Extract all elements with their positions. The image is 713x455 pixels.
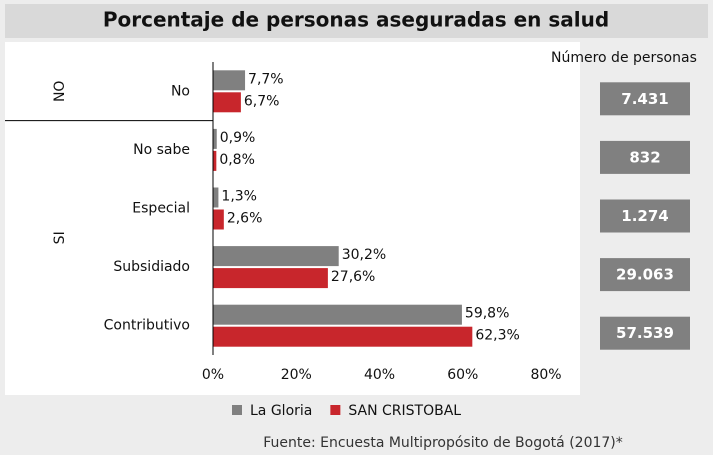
value-label: 59,8% bbox=[465, 306, 509, 322]
group-label: NO bbox=[52, 81, 68, 103]
legend-label: SAN CRISTOBAL bbox=[348, 403, 461, 419]
y-tick-label: No bbox=[171, 83, 190, 99]
bar bbox=[213, 326, 473, 347]
persons-box bbox=[600, 316, 690, 350]
value-label: 30,2% bbox=[342, 247, 386, 263]
persons-title: Número de personas bbox=[551, 50, 697, 66]
bar bbox=[213, 268, 328, 289]
bar bbox=[213, 187, 219, 208]
persons-box bbox=[600, 140, 690, 174]
x-tick-label: 80% bbox=[530, 367, 561, 383]
bar bbox=[213, 150, 217, 171]
group-label: SI bbox=[52, 231, 68, 244]
chart-title: Porcentaje de personas aseguradas en sal… bbox=[103, 8, 609, 32]
persons-value: 832 bbox=[629, 148, 660, 166]
legend-label: La Gloria bbox=[250, 403, 312, 419]
value-label: 2,6% bbox=[227, 211, 263, 227]
bar bbox=[213, 246, 339, 267]
persons-value: 57.539 bbox=[616, 324, 674, 342]
bar bbox=[213, 92, 241, 113]
bar bbox=[213, 304, 462, 325]
value-label: 7,7% bbox=[248, 71, 284, 87]
x-tick-label: 60% bbox=[447, 367, 478, 383]
title-band bbox=[5, 4, 708, 38]
y-tick-label: No sabe bbox=[133, 142, 190, 158]
persons-value: 1.274 bbox=[621, 207, 668, 225]
bar bbox=[213, 128, 217, 149]
persons-value: 7.431 bbox=[621, 90, 668, 108]
value-label: 6,7% bbox=[244, 93, 280, 109]
persons-box bbox=[600, 82, 690, 116]
bar bbox=[213, 70, 246, 91]
value-label: 62,3% bbox=[475, 328, 519, 344]
x-tick-label: 0% bbox=[202, 367, 224, 383]
value-label: 0,9% bbox=[220, 130, 256, 146]
value-label: 0,8% bbox=[219, 152, 255, 168]
legend-swatch bbox=[232, 405, 242, 415]
x-tick-label: 40% bbox=[364, 367, 395, 383]
value-label: 27,6% bbox=[331, 269, 375, 285]
bar bbox=[213, 209, 224, 230]
y-tick-label: Especial bbox=[132, 201, 190, 217]
persons-box bbox=[600, 258, 690, 292]
y-tick-label: Subsidiado bbox=[113, 259, 190, 275]
x-tick-label: 20% bbox=[281, 367, 312, 383]
persons-value: 29.063 bbox=[616, 266, 674, 284]
legend-swatch bbox=[330, 405, 341, 415]
value-label: 1,3% bbox=[221, 189, 257, 205]
persons-box bbox=[600, 199, 690, 233]
source: Fuente: Encuesta Multipropósito de Bogot… bbox=[263, 435, 623, 451]
y-tick-label: Contributivo bbox=[104, 318, 190, 334]
